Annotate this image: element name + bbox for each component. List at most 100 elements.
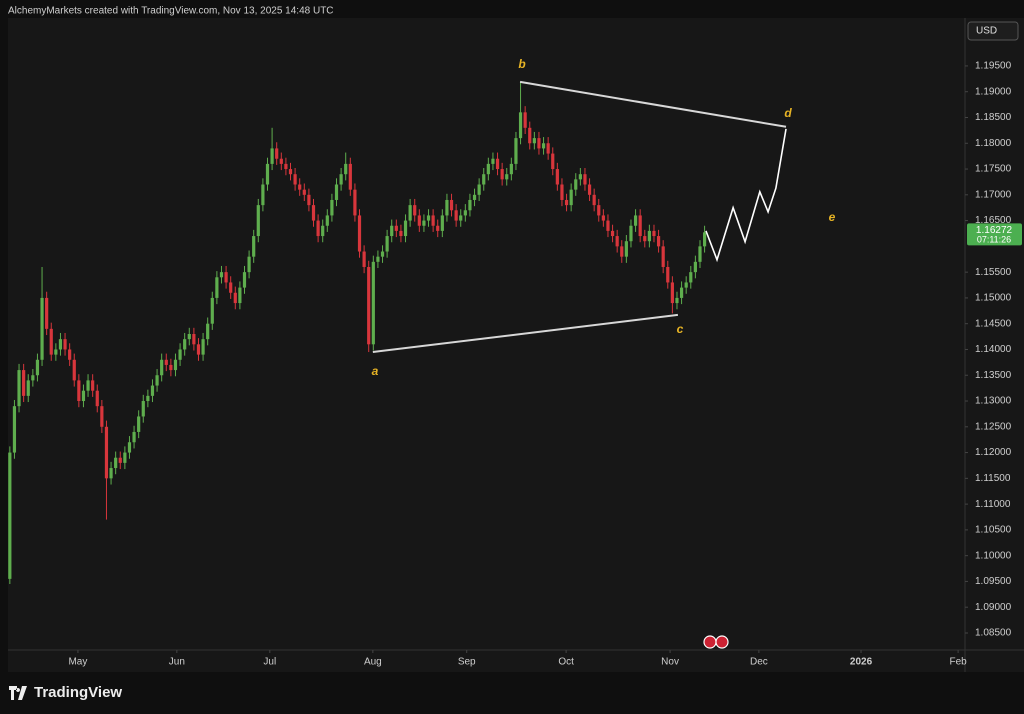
- candle-body: [472, 194, 477, 200]
- candle-body: [564, 199, 569, 206]
- candle-body: [284, 163, 288, 170]
- last-price-tag: [967, 223, 1022, 246]
- candle-body: [150, 385, 155, 396]
- candle-body: [219, 272, 224, 278]
- candle-body: [137, 416, 141, 432]
- candle-body: [8, 452, 12, 579]
- candle-body: [288, 169, 293, 175]
- candle-body: [146, 395, 150, 402]
- candle-body: [307, 194, 311, 206]
- candle-body: [114, 457, 118, 469]
- candle-body: [206, 323, 210, 340]
- candle-body: [118, 457, 122, 463]
- candle-body: [17, 370, 21, 407]
- candle-body: [298, 184, 302, 190]
- candle-body: [601, 215, 605, 221]
- currency[interactable]: USD: [976, 26, 997, 37]
- candle-body: [578, 174, 582, 180]
- candle-body: [693, 261, 697, 273]
- candle-body: [666, 266, 670, 283]
- candle-body: [31, 375, 35, 381]
- candle-body: [592, 194, 596, 206]
- candle-body: [63, 339, 67, 350]
- candle-body: [104, 426, 109, 479]
- trend-line: [519, 80, 787, 128]
- forecast-path: [705, 128, 787, 263]
- candle-body: [422, 220, 426, 226]
- candle-body: [279, 158, 283, 164]
- candle-body: [597, 205, 601, 216]
- candle-body: [380, 251, 385, 257]
- y-tick-label: 1.13000: [975, 396, 1012, 407]
- candle-body: [426, 215, 431, 221]
- last-price: 1.16272: [976, 225, 1013, 236]
- candle-body: [242, 272, 247, 288]
- candle-body: [45, 297, 49, 329]
- y-tick-label: 1.13500: [975, 370, 1012, 381]
- candle-body: [514, 138, 518, 164]
- currency-button[interactable]: [967, 21, 1019, 41]
- candle-body: [132, 431, 136, 443]
- candle-body: [339, 174, 343, 185]
- candle-body: [408, 205, 412, 221]
- candle-body: [560, 184, 564, 200]
- candle-body: [344, 163, 348, 175]
- candle-body: [86, 380, 90, 391]
- candle-body: [629, 225, 633, 242]
- candle-body: [316, 220, 320, 237]
- candle-body: [72, 359, 76, 381]
- candle-body: [229, 282, 233, 293]
- candle-body: [233, 292, 237, 304]
- event-icons[interactable]: [703, 635, 729, 649]
- wave-label: e: [829, 210, 836, 224]
- candle-body: [238, 287, 242, 304]
- candle-body: [633, 215, 638, 226]
- candle-body: [454, 210, 458, 221]
- candle-body: [22, 370, 26, 396]
- candle-body: [652, 230, 656, 237]
- candle-body: [321, 225, 325, 237]
- logo-mark: [9, 686, 27, 700]
- event-icon[interactable]: [715, 635, 729, 649]
- candle-body: [385, 236, 389, 252]
- wave-label: c: [677, 322, 684, 336]
- y-tick-label: 1.15000: [975, 293, 1012, 304]
- y-tick-label: 1.12000: [975, 447, 1012, 458]
- candle-body: [261, 184, 265, 206]
- candle-body: [376, 256, 380, 262]
- y-tick-label: 1.14000: [975, 344, 1012, 355]
- candle-body: [684, 282, 688, 288]
- candle-body: [160, 359, 164, 376]
- wave-label: b: [518, 57, 525, 71]
- candle-body: [491, 158, 495, 164]
- candle-body: [698, 246, 702, 262]
- y-tick-label: 1.16500: [975, 215, 1012, 226]
- candle-body: [486, 163, 490, 175]
- candle-body: [12, 406, 17, 453]
- candle-body: [141, 401, 145, 417]
- y-tick-label: 1.10500: [975, 525, 1012, 536]
- candle-body: [624, 241, 628, 257]
- candle-body: [210, 297, 214, 324]
- candle-body: [518, 112, 523, 139]
- y-tick-label: 1.15500: [975, 267, 1012, 278]
- candle-body: [95, 390, 99, 407]
- candle-body: [81, 390, 86, 402]
- x-tick-label: Oct: [558, 657, 574, 668]
- candle-body: [675, 297, 679, 304]
- candle-body: [551, 153, 555, 170]
- candle-body: [68, 349, 72, 360]
- event-icon[interactable]: [703, 635, 717, 649]
- candle-body: [532, 138, 536, 144]
- candle-body: [661, 246, 665, 267]
- y-tick-label: 1.17500: [975, 164, 1012, 175]
- candle-body: [620, 246, 624, 257]
- candle-body: [574, 179, 578, 190]
- candle-body: [183, 339, 187, 350]
- candle-body: [643, 236, 647, 242]
- candle-body: [399, 230, 403, 237]
- y-tick-label: 1.09500: [975, 576, 1012, 587]
- candle-body: [109, 468, 113, 479]
- candle-body: [587, 184, 592, 195]
